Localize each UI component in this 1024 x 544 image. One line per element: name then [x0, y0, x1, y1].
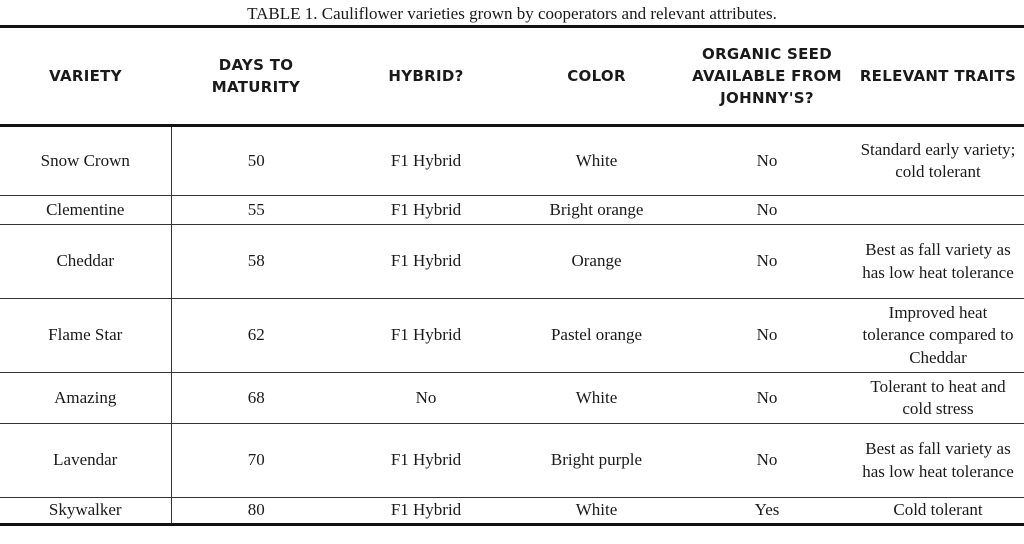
cell-variety: Snow Crown [0, 125, 172, 196]
cell-variety: Skywalker [0, 497, 172, 526]
cell-color: White [511, 125, 682, 196]
cell-traits: Best as fall variety as has low heat tol… [852, 224, 1024, 299]
cell-organic: Yes [682, 497, 852, 526]
cell-days: 68 [171, 372, 341, 424]
table-row: Flame Star 62 F1 Hybrid Pastel orange No… [0, 298, 1024, 373]
table-row: Snow Crown 50 F1 Hybrid White No Standar… [0, 125, 1024, 196]
table-row: Amazing 68 No White No Tolerant to heat … [0, 372, 1024, 424]
table-row: Clementine 55 F1 Hybrid Bright orange No [0, 195, 1024, 225]
cell-organic: No [682, 224, 852, 299]
cell-days: 50 [171, 125, 341, 196]
header-days-to-maturity: DAYS TO MATURITY [171, 28, 341, 127]
cell-traits [852, 195, 1024, 225]
cell-traits: Improved heat tolerance compared to Ched… [852, 298, 1024, 373]
cell-color: Orange [511, 224, 682, 299]
cell-days: 55 [171, 195, 341, 225]
cell-organic: No [682, 423, 852, 498]
cell-days: 62 [171, 298, 341, 373]
header-organic-seed: ORGANIC SEED AVAILABLE FROM JOHNNY'S? [682, 28, 852, 127]
cell-variety: Flame Star [0, 298, 172, 373]
cell-traits: Best as fall variety as has low heat tol… [852, 423, 1024, 498]
cell-days: 58 [171, 224, 341, 299]
cell-traits: Tolerant to heat and cold stress [852, 372, 1024, 424]
cell-variety: Amazing [0, 372, 172, 424]
cell-traits: Cold tolerant [852, 497, 1024, 526]
cell-variety: Cheddar [0, 224, 172, 299]
cell-traits: Standard early variety; cold tolerant [852, 125, 1024, 196]
table-caption: TABLE 1. Cauliflower varieties grown by … [0, 0, 1024, 28]
table-row: Cheddar 58 F1 Hybrid Orange No Best as f… [0, 224, 1024, 299]
header-color: COLOR [511, 28, 682, 127]
cell-color: White [511, 497, 682, 526]
cell-hybrid: F1 Hybrid [341, 497, 511, 526]
table-row: Skywalker 80 F1 Hybrid White Yes Cold to… [0, 497, 1024, 526]
cell-hybrid: F1 Hybrid [341, 195, 511, 225]
header-variety: VARIETY [0, 28, 171, 127]
header-relevant-traits: RELEVANT TRAITS [852, 28, 1024, 127]
table-row: Lavendar 70 F1 Hybrid Bright purple No B… [0, 423, 1024, 498]
cell-hybrid: F1 Hybrid [341, 125, 511, 196]
cell-variety: Clementine [0, 195, 172, 225]
cell-hybrid: No [341, 372, 511, 424]
cell-organic: No [682, 195, 852, 225]
header-hybrid: HYBRID? [341, 28, 511, 127]
cell-hybrid: F1 Hybrid [341, 298, 511, 373]
cell-variety: Lavendar [0, 423, 172, 498]
cell-color: Pastel orange [511, 298, 682, 373]
cell-color: White [511, 372, 682, 424]
cell-color: Bright purple [511, 423, 682, 498]
cell-days: 70 [171, 423, 341, 498]
cell-days: 80 [171, 497, 341, 526]
cell-organic: No [682, 372, 852, 424]
cell-hybrid: F1 Hybrid [341, 224, 511, 299]
cell-organic: No [682, 125, 852, 196]
cell-hybrid: F1 Hybrid [341, 423, 511, 498]
cell-organic: No [682, 298, 852, 373]
header-row: VARIETY DAYS TO MATURITY HYBRID? COLOR O… [0, 28, 1024, 127]
cell-color: Bright orange [511, 195, 682, 225]
cauliflower-varieties-table: VARIETY DAYS TO MATURITY HYBRID? COLOR O… [0, 28, 1024, 526]
